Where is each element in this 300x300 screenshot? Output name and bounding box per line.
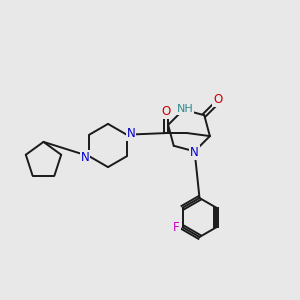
Text: NH: NH [177, 104, 194, 114]
Text: O: O [161, 105, 170, 118]
Text: N: N [190, 146, 199, 159]
Text: N: N [127, 127, 135, 140]
Text: N: N [81, 151, 89, 164]
Text: F: F [173, 221, 180, 234]
Text: O: O [213, 93, 223, 106]
